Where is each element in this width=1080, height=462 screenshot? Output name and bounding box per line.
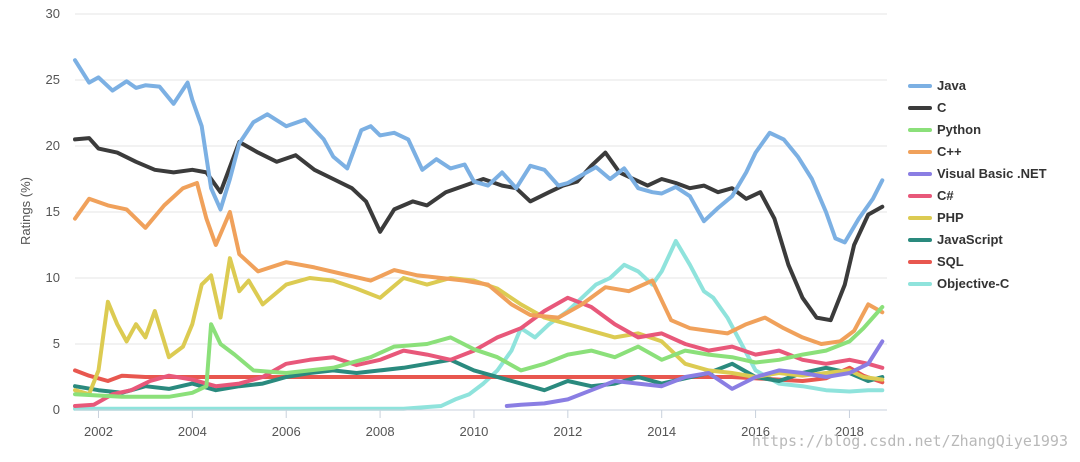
legend-item-php[interactable]: PHP	[908, 210, 964, 225]
x-tick-label: 2008	[366, 424, 395, 439]
x-tick-label: 2002	[84, 424, 113, 439]
legend-label: JavaScript	[937, 232, 1003, 247]
y-tick-label: 25	[46, 72, 60, 87]
y-axis-title: Ratings (%)	[18, 177, 33, 245]
legend-label: Visual Basic .NET	[937, 166, 1047, 181]
x-tick-label: 2006	[272, 424, 301, 439]
x-tick-label: 2010	[459, 424, 488, 439]
x-tick-label: 2012	[553, 424, 582, 439]
series-line-c	[73, 136, 885, 323]
y-tick-label: 5	[53, 336, 60, 351]
legend-label: PHP	[937, 210, 964, 225]
legend-label: Java	[937, 78, 967, 93]
series-line-php	[73, 256, 885, 397]
legend-item-javascript[interactable]: JavaScript	[908, 232, 1003, 247]
y-tick-label: 10	[46, 270, 60, 285]
watermark-text: https://blog.csdn.net/ZhangQiye1993	[752, 432, 1068, 450]
x-tick-label: 2004	[178, 424, 207, 439]
legend-label: C#	[937, 188, 954, 203]
series-line-python	[73, 305, 885, 399]
y-axis-ticks: 0 5 10 15 20 25 30	[46, 6, 60, 417]
legend: Java C Python C++ Visual Basic .NET C# PHP Java…	[908, 78, 1047, 291]
series-line-java	[73, 58, 885, 245]
y-tick-label: 20	[46, 138, 60, 153]
legend-label: C++	[937, 144, 962, 159]
legend-item-c[interactable]: C#	[908, 188, 954, 203]
series-line-c	[73, 181, 885, 346]
x-axis-ticks: 2002 2004 2006 2008 2010 2012 2014 2016 2018	[84, 410, 864, 439]
x-tick-label: 2014	[647, 424, 676, 439]
series-line-visual-basic-net	[504, 339, 885, 408]
legend-item-c[interactable]: C	[908, 100, 947, 115]
legend-item-sql[interactable]: SQL	[908, 254, 964, 269]
legend-label: Objective-C	[937, 276, 1010, 291]
legend-item-java[interactable]: Java	[908, 78, 967, 93]
legend-item-visual-basic-net[interactable]: Visual Basic .NET	[908, 166, 1047, 181]
series-line-sql	[73, 365, 885, 385]
legend-item-objective-c[interactable]: Objective-C	[908, 276, 1010, 291]
legend-item-c[interactable]: C++	[908, 144, 962, 159]
y-tick-label: 0	[53, 402, 60, 417]
x-tick-label: 2018	[835, 424, 864, 439]
y-tick-label: 30	[46, 6, 60, 21]
series-lines	[73, 58, 885, 411]
legend-label: Python	[937, 122, 981, 137]
legend-item-python[interactable]: Python	[908, 122, 981, 137]
x-tick-label: 2016	[741, 424, 770, 439]
y-tick-label: 15	[46, 204, 60, 219]
legend-label: C	[937, 100, 947, 115]
legend-label: SQL	[937, 254, 964, 269]
